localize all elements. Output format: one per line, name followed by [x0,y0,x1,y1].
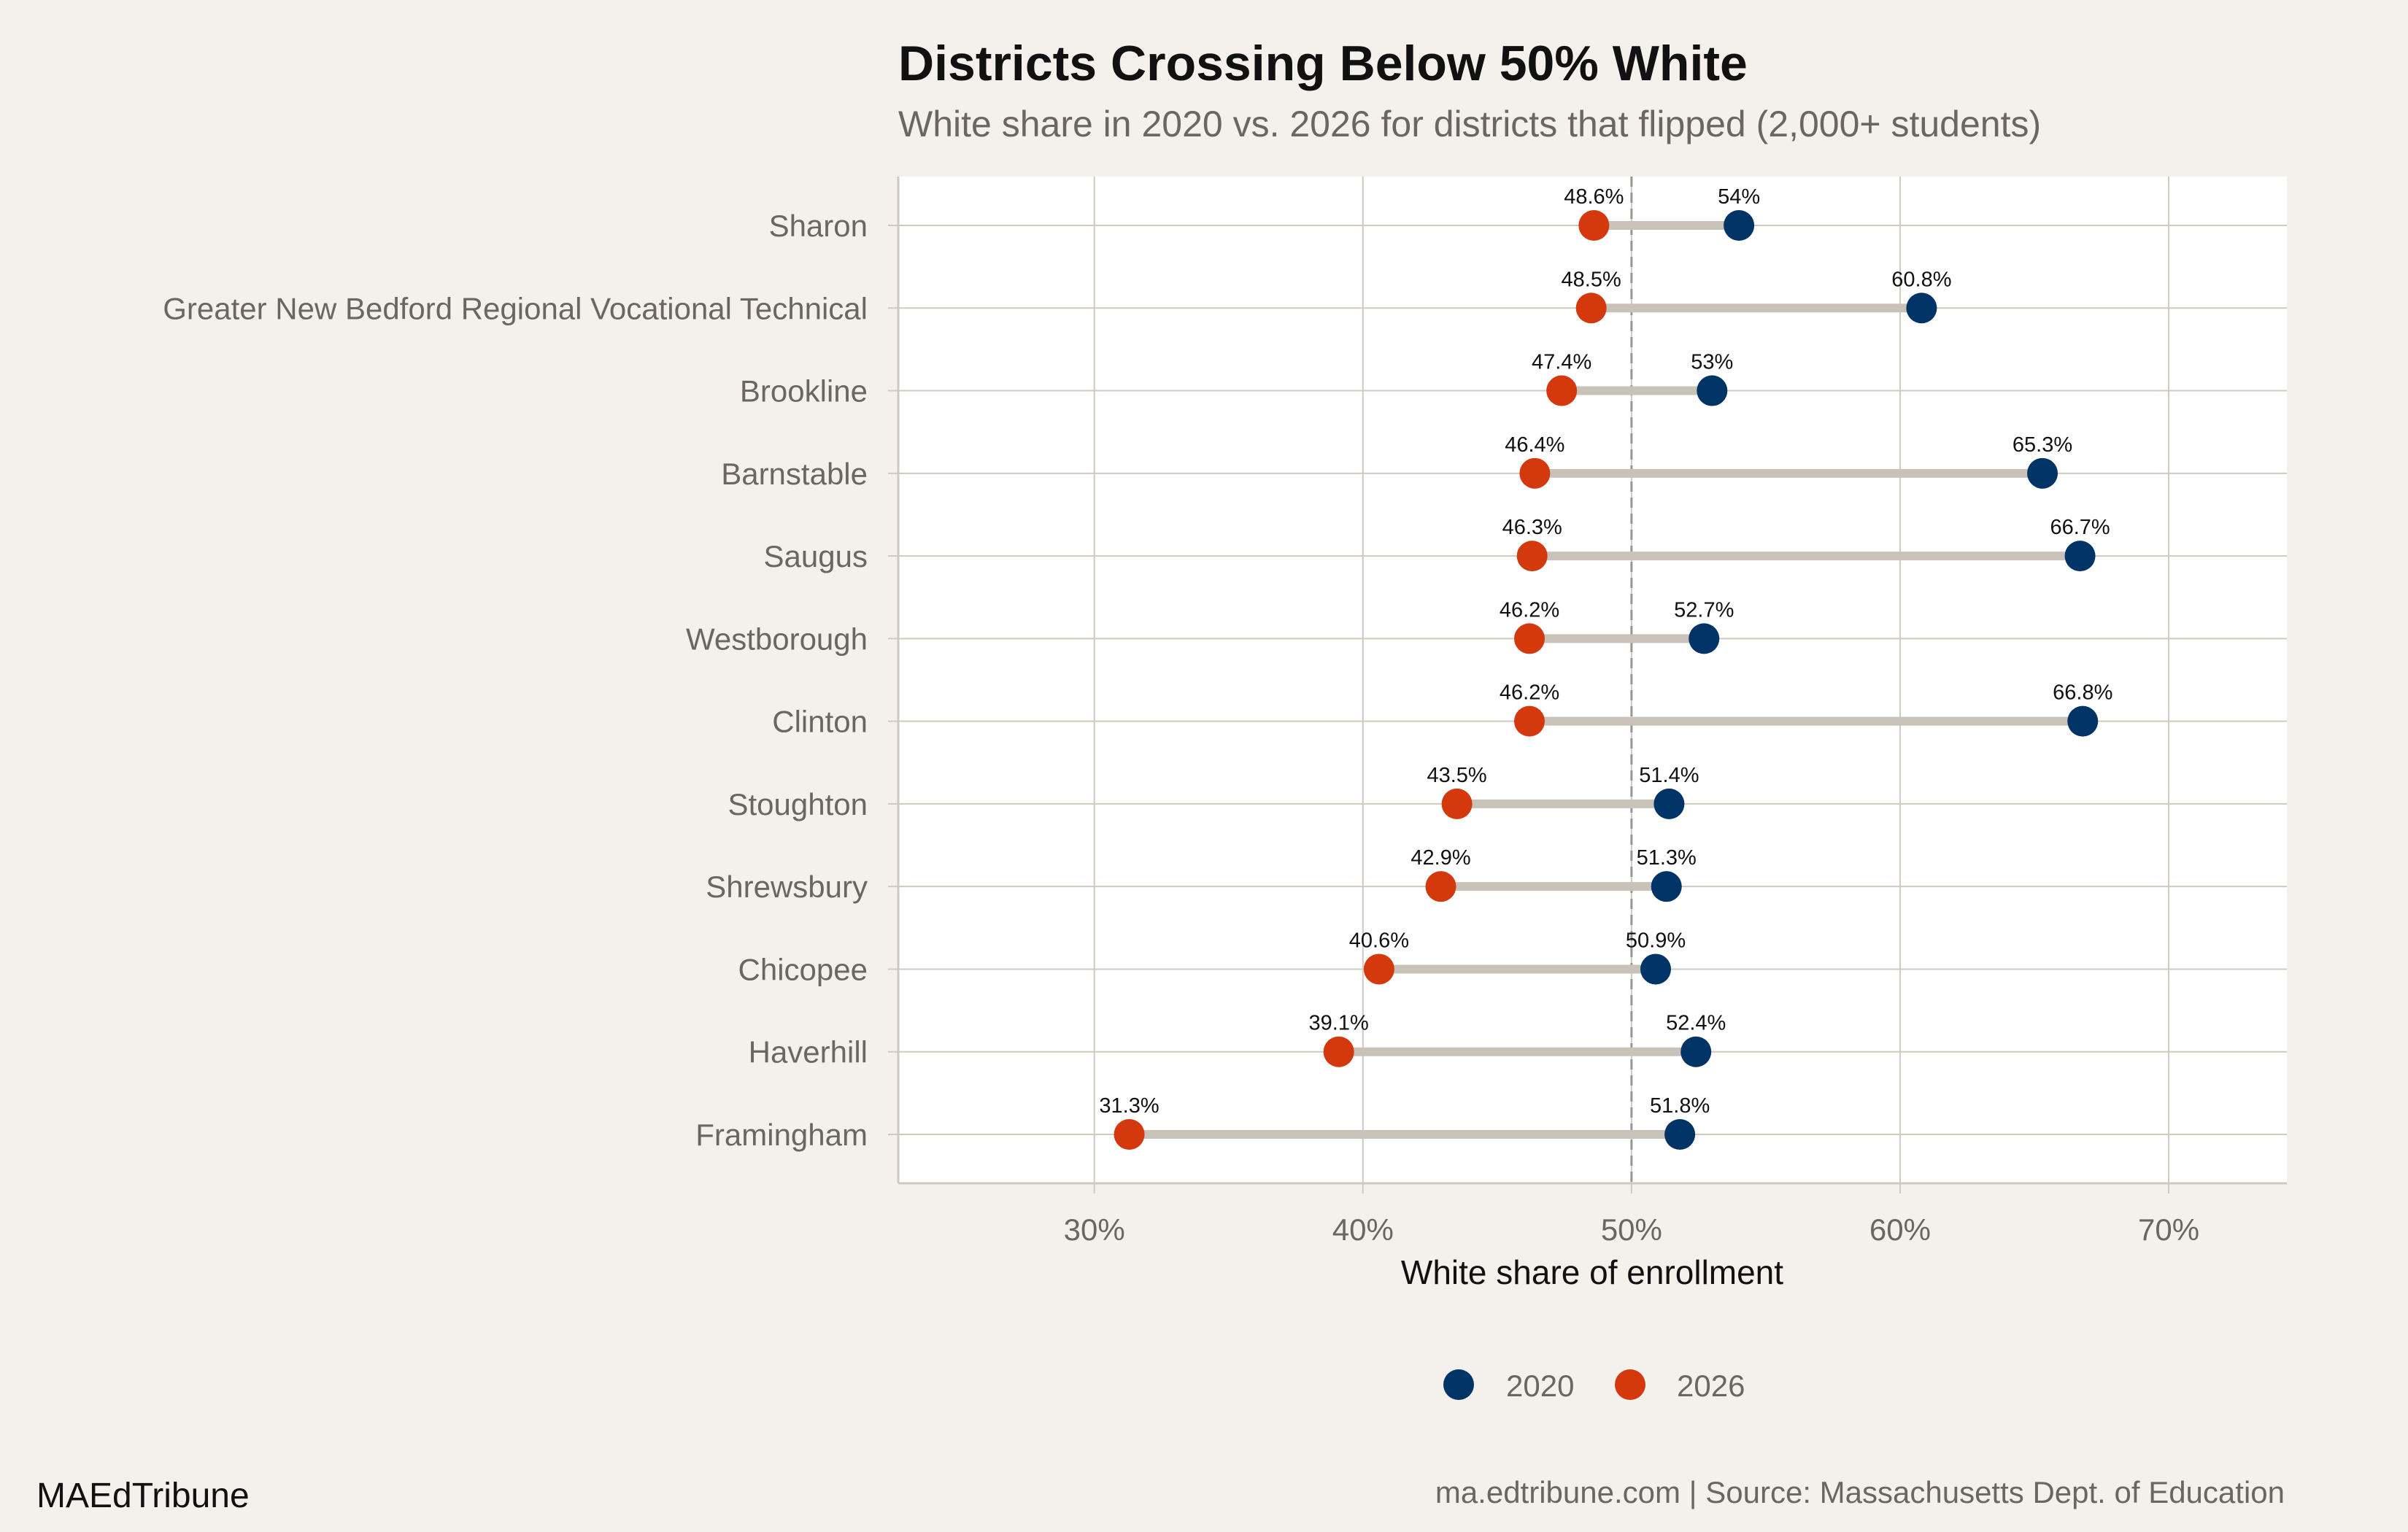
y-tick-label: Haverhill [749,1035,868,1069]
footer-source: ma.edtribune.com | Source: Massachusetts… [1435,1475,2285,1509]
y-tick-label: Clinton [772,705,868,739]
data-label-2026: 46.3% [1502,516,1562,539]
point-2026 [1575,293,1607,324]
data-label-2026: 46.2% [1500,598,1559,622]
point-2026 [1114,1119,1145,1150]
point-2020 [2067,705,2099,737]
point-2026 [1546,375,1578,406]
y-tick-label: Greater New Bedford Regional Vocational … [163,291,868,325]
point-2026 [1363,953,1394,985]
data-label-2026: 31.3% [1099,1094,1159,1118]
data-label-2026: 39.1% [1309,1012,1369,1035]
data-label-2026: 46.4% [1505,433,1564,457]
point-2026 [1514,623,1545,654]
chart-subtitle: White share in 2020 vs. 2026 for distric… [898,104,2041,144]
point-2020 [1724,210,1755,241]
data-label-2020: 66.7% [2050,516,2110,539]
data-label-2020: 54% [1718,185,1760,209]
point-2020 [1680,1036,1712,1067]
x-tick-label: 70% [2138,1212,2199,1247]
x-tick-label: 30% [1064,1212,1125,1247]
point-2020 [1906,293,1937,324]
footer-brand: MAEdTribune [36,1477,250,1515]
data-label-2026: 42.9% [1411,846,1470,870]
point-2020 [1664,1119,1696,1150]
legend-label-2020: 2020 [1506,1369,1574,1403]
y-tick-label: Brookline [740,374,868,409]
data-label-2020: 51.3% [1637,846,1697,870]
x-axis-title: White share of enrollment [1401,1253,1783,1291]
gridlines: 30% 40% 50% 60% 70% Sharon Greater New Bedford… [163,177,2287,1247]
data-label-2020: 52.7% [1674,598,1734,622]
data-label-2026: 40.6% [1349,929,1409,952]
plot-panel [898,177,2287,1183]
point-2026 [1441,788,1473,819]
point-2026 [1425,871,1456,902]
data-label-2020: 65.3% [2013,433,2072,457]
y-tick-label: Saugus [764,539,868,573]
point-2026 [1519,457,1551,489]
legend-marker-2026 [1615,1369,1645,1400]
y-tick-label: Framingham [695,1118,868,1152]
legend: 2020 2026 [1443,1369,1745,1403]
point-2026 [1514,705,1545,737]
point-2020 [1697,375,1728,406]
data-label-2020: 50.9% [1626,929,1686,952]
data-label-2020: 51.8% [1650,1094,1710,1118]
point-2020 [2064,541,2096,572]
point-2026 [1578,210,1610,241]
x-tick-label: 50% [1601,1212,1662,1247]
y-tick-label: Westborough [686,622,868,656]
y-tick-label: Shrewsbury [706,870,868,904]
point-2020 [2027,457,2058,489]
data-label-2020: 53% [1691,351,1733,374]
data-label-2020: 51.4% [1639,764,1699,787]
point-2026 [1323,1036,1354,1067]
data-marks: 54% 60.8% 53% 65.3% 66.7% 52.7% 66.8% 51.4% 51.3… [1099,185,2112,1150]
data-label-2026: 48.6% [1564,185,1624,209]
x-tick-label: 60% [1869,1212,1931,1247]
y-tick-label: Stoughton [728,787,868,821]
point-2020 [1651,871,1682,902]
point-2020 [1689,623,1720,654]
chart-title: Districts Crossing Below 50% White [898,36,1748,91]
legend-marker-2020 [1443,1369,1474,1400]
x-tick-label: 40% [1332,1212,1394,1247]
data-label-2026: 48.5% [1562,268,1621,291]
data-label-2020: 66.8% [2053,681,2112,705]
data-label-2020: 52.4% [1666,1012,1726,1035]
data-label-2020: 60.8% [1891,268,1951,291]
legend-label-2026: 2026 [1677,1369,1745,1403]
y-tick-label: Chicopee [738,952,868,986]
data-label-2026: 46.2% [1500,681,1559,705]
y-tick-label: Barnstable [721,457,868,491]
point-2020 [1653,788,1685,819]
point-2026 [1516,541,1548,572]
data-label-2026: 43.5% [1427,764,1486,787]
data-label-2026: 47.4% [1532,351,1591,374]
y-tick-label: Sharon [769,209,868,243]
point-2020 [1640,953,1671,985]
